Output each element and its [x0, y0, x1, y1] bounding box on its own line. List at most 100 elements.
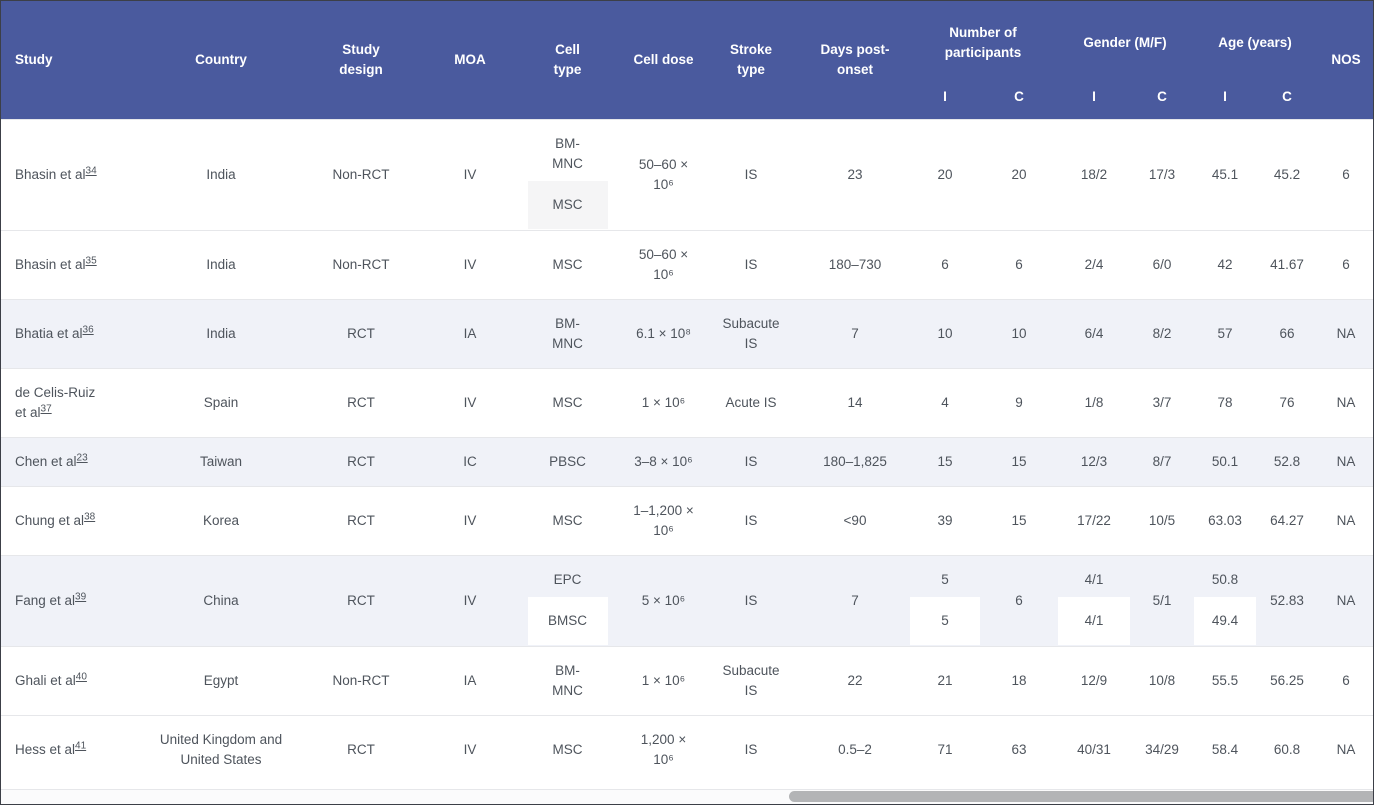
col-header-country: Country — [195, 52, 247, 67]
cell-days-post-onset: 14 — [801, 369, 909, 437]
cell-value: Chung et al38 — [15, 511, 96, 528]
cell-value: 6 — [1015, 593, 1023, 608]
cell-value: IS — [744, 742, 758, 757]
cell-nos: NA — [1317, 438, 1373, 486]
table-row: Fang et al39 China RCT IV EPC BMSC 5 × 10⁶ IS 7 5… — [1, 555, 1373, 646]
cell-country: Spain — [151, 369, 291, 437]
cell-participants-c: 6 — [981, 556, 1057, 646]
cell-cell-type: PBSC — [509, 438, 626, 486]
cell-moa: IV — [431, 487, 509, 555]
cell-value: 21 — [937, 673, 953, 688]
cell-design: RCT — [291, 438, 431, 486]
cell-value: 6 — [1342, 167, 1350, 182]
cell-age-c: 41.67 — [1257, 231, 1317, 299]
cell-value: RCT — [347, 454, 375, 469]
subcol-header-gender-c: C — [1157, 89, 1167, 104]
cell-value: 58.4 — [1211, 742, 1239, 757]
cell-value: India — [206, 167, 236, 182]
cell-value: 52.8 — [1273, 454, 1301, 469]
cell-value: IV — [463, 257, 477, 272]
table-row: Ghali et al40 Egypt Non-RCT IA BM- MNC 1 × 10… — [1, 646, 1373, 715]
cell-value: 5/1 — [1152, 593, 1172, 608]
reference-link[interactable]: 38 — [84, 511, 96, 523]
cell-participants-i: 10 — [909, 300, 981, 368]
cell-cell-type: BM- MNC MSC — [509, 120, 626, 230]
cell-gender-i: 4/1 4/1 — [1057, 556, 1131, 646]
cell-value: 78 — [1217, 395, 1233, 410]
cell-participants-c: 10 — [981, 300, 1057, 368]
cell-nos: NA — [1317, 716, 1373, 784]
cell-country: India — [151, 120, 291, 230]
cell-nos: 6 — [1317, 231, 1373, 299]
subcol-header-participants-c: C — [1014, 89, 1024, 104]
col-header-moa: MOA — [454, 52, 486, 67]
cell-nos: NA — [1317, 369, 1373, 437]
reference-link[interactable]: 39 — [75, 591, 87, 603]
cell-participants-c: 20 — [981, 120, 1057, 230]
cell-value: 0.5–2 — [838, 742, 872, 757]
cell-value: IC — [463, 454, 477, 469]
cell-value: 12/3 — [1080, 454, 1108, 469]
cell-gender-i: 40/31 — [1057, 716, 1131, 784]
reference-link[interactable]: 37 — [40, 403, 52, 415]
cell-days-post-onset: 180–730 — [801, 231, 909, 299]
reference-link[interactable]: 23 — [76, 452, 88, 464]
reference-link[interactable]: 41 — [75, 740, 87, 752]
cell-participants-c: 15 — [981, 487, 1057, 555]
cell-cell-type: EPC BMSC — [509, 556, 626, 646]
col-header-stroke-type: Stroke type — [729, 42, 773, 77]
cell-value: 56.25 — [1270, 673, 1304, 688]
cell-age-i: 78 — [1193, 369, 1257, 437]
cell-value: 6/0 — [1152, 257, 1172, 272]
cell-gender-c: 10/8 — [1131, 647, 1193, 715]
table-row: Bhatia et al36 India RCT IA BM- MNC 6.1 × 10⁸… — [1, 299, 1373, 368]
cell-moa: IV — [431, 120, 509, 230]
cell-moa: IV — [431, 231, 509, 299]
subcell-top: BM- MNC — [552, 136, 583, 171]
cell-value: RCT — [347, 513, 375, 528]
cell-design: RCT — [291, 716, 431, 784]
table-row: Hess et al41 United Kingdom and United St… — [1, 715, 1373, 784]
cell-value: 39 — [937, 513, 953, 528]
cell-value: Bhasin et al35 — [15, 255, 97, 272]
group-label-age: Age (years) — [1218, 35, 1292, 50]
reference-link[interactable]: 40 — [75, 671, 87, 683]
cell-value: NA — [1336, 395, 1356, 410]
cell-gender-c: 6/0 — [1131, 231, 1193, 299]
cell-age-i: 50.8 49.4 — [1193, 556, 1257, 646]
cell-value: NA — [1336, 326, 1356, 341]
reference-link[interactable]: 35 — [85, 255, 97, 267]
cell-gender-c: 17/3 — [1131, 120, 1193, 230]
cell-value: Egypt — [203, 673, 239, 688]
cell-cell-type: MSC — [509, 716, 626, 784]
reference-link[interactable]: 34 — [85, 165, 97, 177]
cell-value: 18 — [1011, 673, 1027, 688]
cell-study: Chung et al38 — [1, 487, 151, 555]
cell-value: United Kingdom and United States — [159, 732, 283, 767]
cell-value: Korea — [202, 513, 240, 528]
reference-link[interactable]: 36 — [82, 324, 94, 336]
horizontal-scrollbar-thumb[interactable] — [789, 791, 1373, 802]
cell-gender-i: 1/8 — [1057, 369, 1131, 437]
cell-value: Non-RCT — [332, 673, 390, 688]
cell-days-post-onset: 0.5–2 — [801, 716, 909, 784]
cell-value: Ghali et al40 — [15, 671, 87, 688]
cell-gender-c: 8/7 — [1131, 438, 1193, 486]
cell-country: India — [151, 231, 291, 299]
cell-value: 50–60 × 10⁶ — [638, 157, 689, 192]
cell-value: 17/22 — [1077, 513, 1111, 528]
col-header-study-design: Study design — [339, 42, 383, 77]
table-header: Study Country Study design MOA Cell type… — [1, 1, 1373, 119]
cell-participants-i: 6 — [909, 231, 981, 299]
cell-value: 1–1,200 × 10⁶ — [633, 503, 694, 538]
cell-value: 6.1 × 10⁸ — [636, 326, 691, 341]
cell-value: NA — [1336, 593, 1356, 608]
cell-participants-c: 6 — [981, 231, 1057, 299]
cell-value: NA — [1336, 513, 1356, 528]
col-group-age: Age (years) I C — [1193, 1, 1317, 119]
cell-value: 6 — [1015, 257, 1023, 272]
cell-cell-dose: 6.1 × 10⁸ — [626, 300, 701, 368]
cell-nos: 6 — [1317, 647, 1373, 715]
cell-moa: IV — [431, 556, 509, 646]
